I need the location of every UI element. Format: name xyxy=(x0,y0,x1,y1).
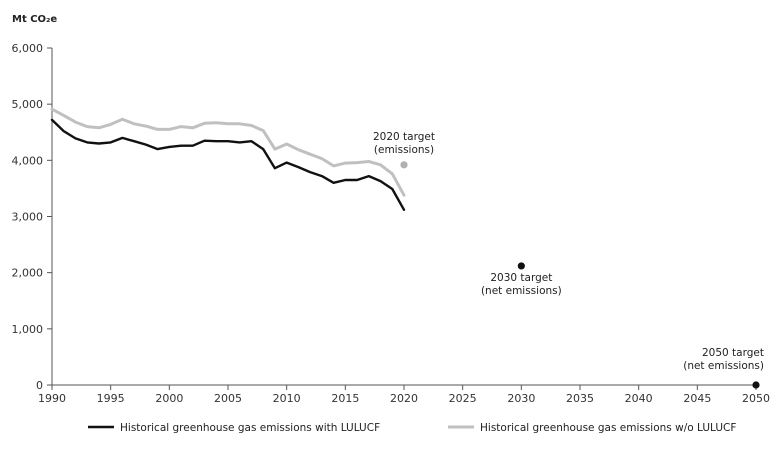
x-tick-label: 2045 xyxy=(683,392,711,405)
y-tick-label: 4,000 xyxy=(12,154,44,167)
y-tick-label: 3,000 xyxy=(12,211,44,224)
legend: Historical greenhouse gas emissions with… xyxy=(88,422,736,434)
target-label-2020: 2020 target xyxy=(373,131,435,143)
x-tick-label: 2005 xyxy=(214,392,242,405)
series-line-without-lulucf xyxy=(50,107,406,197)
series-line-with-lulucf xyxy=(50,118,406,212)
target-sublabel-2050: (net emissions) xyxy=(683,360,764,372)
target-sublabel-2030: (net emissions) xyxy=(481,285,562,297)
x-tick-label: 2050 xyxy=(742,392,770,405)
x-tick-label: 2030 xyxy=(507,392,535,405)
target-layer: 2020 target(emissions)2030 target(net em… xyxy=(373,131,764,389)
target-point-2050 xyxy=(752,381,760,389)
target-point-2030 xyxy=(517,262,525,270)
y-axis: 0 1,000 2,000 3,000 4,000 5,000 6,000 xyxy=(12,42,53,392)
x-tick-label: 1995 xyxy=(97,392,125,405)
x-tick-label: 2040 xyxy=(625,392,653,405)
y-tick-label: 2,000 xyxy=(12,267,44,280)
x-axis: 1990 1995 2000 2005 2010 2015 2020 2025 2030 2035… xyxy=(38,384,770,405)
target-point-2020 xyxy=(400,161,408,169)
legend-label-2: Historical greenhouse gas emissions w/o … xyxy=(480,422,736,434)
legend-label-1: Historical greenhouse gas emissions with… xyxy=(120,422,380,434)
x-tick-label: 2010 xyxy=(273,392,301,405)
series-layer xyxy=(50,107,406,212)
x-tick-label: 2025 xyxy=(449,392,477,405)
target-sublabel-2020: (emissions) xyxy=(374,144,434,156)
target-label-2030: 2030 target xyxy=(490,272,552,284)
y-tick-label: 5,000 xyxy=(12,98,44,111)
x-tick-label: 1990 xyxy=(38,392,66,405)
x-tick-label: 2000 xyxy=(155,392,183,405)
x-tick-label: 2035 xyxy=(566,392,594,405)
y-tick-label: 0 xyxy=(36,379,43,392)
x-tick-label: 2020 xyxy=(390,392,418,405)
y-axis-label: Mt CO₂e xyxy=(12,14,57,25)
x-tick-label: 2015 xyxy=(331,392,359,405)
y-tick-label: 6,000 xyxy=(12,42,44,55)
target-label-2050: 2050 target xyxy=(702,347,764,359)
y-tick-label: 1,000 xyxy=(12,323,44,336)
